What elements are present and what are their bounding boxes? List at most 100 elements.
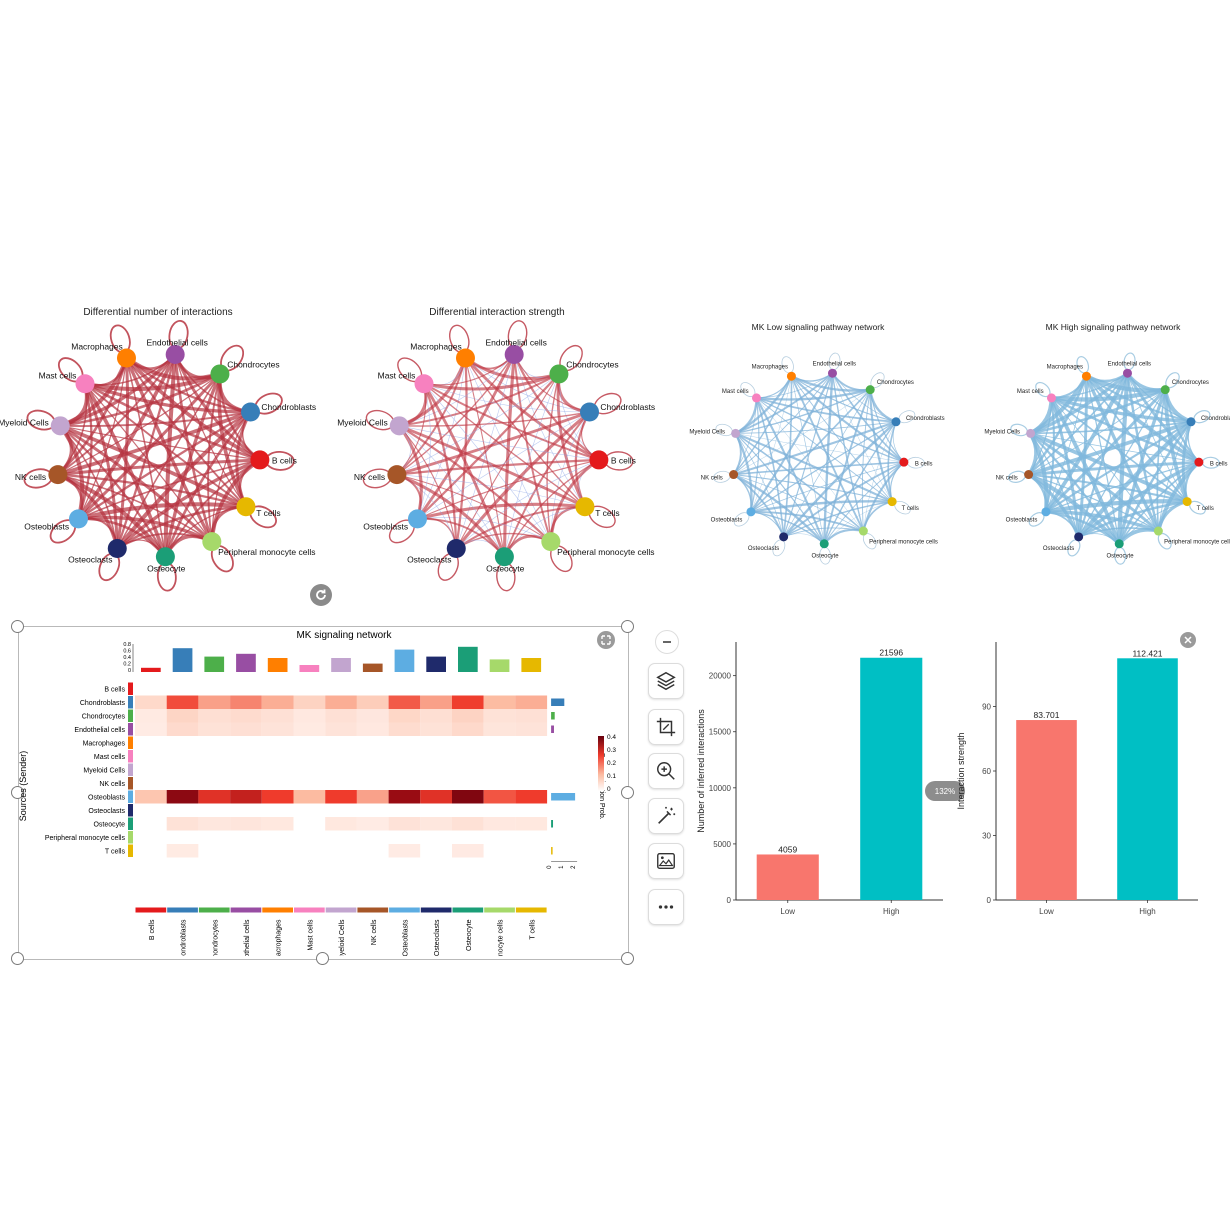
node-label: Osteocyte <box>1107 554 1135 560</box>
resize-handle-left[interactable] <box>11 786 24 799</box>
row-color-strip <box>128 777 133 790</box>
network-edge <box>464 357 505 557</box>
collapse-toolbar-button[interactable] <box>655 630 679 654</box>
network-edge <box>1051 387 1166 402</box>
network-edge <box>417 459 599 520</box>
image-edit-button[interactable] <box>648 843 684 879</box>
network-edge <box>60 425 260 461</box>
resize-handle-bottom[interactable] <box>316 952 329 965</box>
network-edge <box>83 382 168 558</box>
heatmap-row-label: Mast cells <box>94 754 126 761</box>
heatmap-cell <box>483 722 516 736</box>
expand-icon <box>601 635 611 645</box>
network-edge <box>756 397 864 532</box>
heatmap-cell <box>356 736 389 750</box>
row-color-strip <box>128 831 133 844</box>
rotate-handle[interactable] <box>310 584 332 606</box>
row-color-strip <box>128 804 133 817</box>
heatmap-cell <box>452 817 484 831</box>
resize-handle-bottom-right[interactable] <box>621 952 634 965</box>
node-label: Osteoblasts <box>363 521 408 531</box>
node-osteoclasts <box>779 532 789 542</box>
zoom-in-button[interactable] <box>648 753 684 789</box>
heatmap-col-label: Osteocyte <box>466 919 473 951</box>
network-edge <box>399 373 560 427</box>
chart-close-button[interactable] <box>1180 632 1196 648</box>
heatmap-cell <box>293 682 326 696</box>
network-edge <box>1027 472 1121 546</box>
network-edge <box>750 372 834 513</box>
y-tick-label: 30 <box>982 832 991 841</box>
node-chondrocytes <box>865 385 875 395</box>
network-edge <box>513 354 552 542</box>
node-label: Peripheral monocyte cells <box>1164 539 1230 545</box>
zoom-level-badge[interactable]: 132% <box>925 781 965 801</box>
heatmap-cell <box>230 763 262 777</box>
node-label: B cells <box>272 456 297 466</box>
network-edge <box>398 424 552 543</box>
magic-wand-button[interactable] <box>648 798 684 834</box>
network-edge <box>750 376 792 512</box>
node-t-cells <box>236 497 256 517</box>
network-edge <box>417 411 590 520</box>
outgoing-bar <box>551 793 576 801</box>
heatmap-cell <box>483 749 516 763</box>
crop-button[interactable] <box>648 709 684 745</box>
network-edge <box>396 474 552 543</box>
network-edge <box>791 375 897 423</box>
node-label: Osteocyte <box>812 554 840 560</box>
heatmap-row-label: T cells <box>105 848 126 855</box>
network-edge <box>163 354 178 557</box>
heatmap-cell <box>452 790 484 804</box>
network-edge <box>77 357 128 520</box>
right-axis-tick: 2 <box>571 865 577 869</box>
network-edge <box>423 383 552 542</box>
resize-handle-right[interactable] <box>621 786 634 799</box>
network-edge <box>1051 396 1192 424</box>
network-edge <box>546 373 560 542</box>
network-edge <box>1049 397 1121 545</box>
y-axis-label: Interaction strength <box>956 732 966 809</box>
incoming-bar <box>299 665 320 672</box>
heatmap-cell <box>420 736 452 750</box>
heatmap-cell <box>135 736 167 750</box>
network-edges <box>732 372 905 545</box>
heatmap-cell <box>293 749 326 763</box>
heatmap-cell <box>230 749 262 763</box>
heatmap-cell <box>230 736 262 750</box>
more-button[interactable] <box>648 889 684 925</box>
heatmap-cell <box>325 830 357 844</box>
node-osteoblasts <box>1041 507 1051 517</box>
resize-handle-top-left[interactable] <box>11 620 24 633</box>
layers-button[interactable] <box>648 663 684 699</box>
node-label: Osteoclasts <box>1043 546 1074 552</box>
heatmap-cell <box>166 682 199 696</box>
heatmap-row-label: Endothelial cells <box>74 727 125 734</box>
node-nk-cells <box>48 465 68 485</box>
heatmap-cell <box>198 695 231 709</box>
network-edge <box>513 354 600 461</box>
heatmap-cell <box>515 749 548 763</box>
network-edge <box>417 357 466 520</box>
resize-handle-top-right[interactable] <box>621 620 634 633</box>
heatmap-cell <box>356 790 389 804</box>
x-tick-label: Low <box>1039 907 1054 916</box>
network-edge <box>733 461 904 476</box>
column-color-strip <box>135 907 167 913</box>
column-color-strip <box>262 907 293 913</box>
network-edge <box>783 389 871 538</box>
node-label: NK cells <box>701 476 723 482</box>
resize-handle-bottom-left[interactable] <box>11 952 24 965</box>
heatmap-cell <box>261 709 294 723</box>
heatmap-cell <box>230 722 262 736</box>
network-edge <box>783 500 893 538</box>
incoming-bar <box>331 658 351 672</box>
network-edge <box>1030 420 1192 435</box>
heatmap-cell <box>230 844 262 858</box>
network-edge <box>398 424 586 508</box>
node-label: Osteoblasts <box>1006 518 1038 524</box>
network-edge <box>423 383 586 508</box>
heatmap-settings-button[interactable] <box>597 631 615 649</box>
heatmap-cell <box>515 844 548 858</box>
node-label: T cells <box>595 508 619 518</box>
